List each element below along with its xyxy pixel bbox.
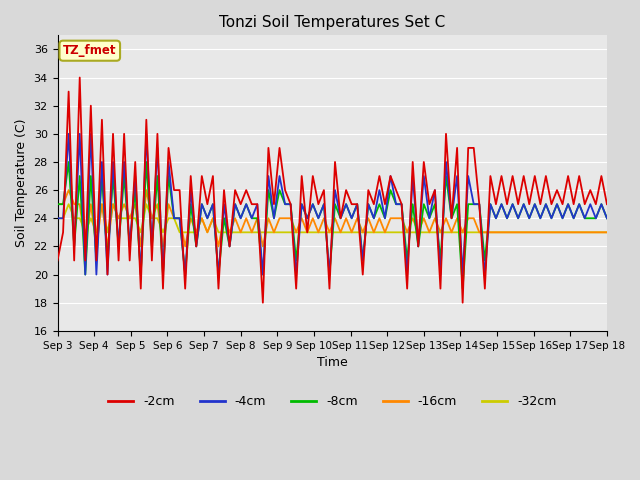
X-axis label: Time: Time: [317, 356, 348, 369]
Y-axis label: Soil Temperature (C): Soil Temperature (C): [15, 119, 28, 247]
Title: Tonzi Soil Temperatures Set C: Tonzi Soil Temperatures Set C: [219, 15, 445, 30]
Legend: -2cm, -4cm, -8cm, -16cm, -32cm: -2cm, -4cm, -8cm, -16cm, -32cm: [103, 390, 561, 413]
Text: TZ_fmet: TZ_fmet: [63, 44, 116, 57]
